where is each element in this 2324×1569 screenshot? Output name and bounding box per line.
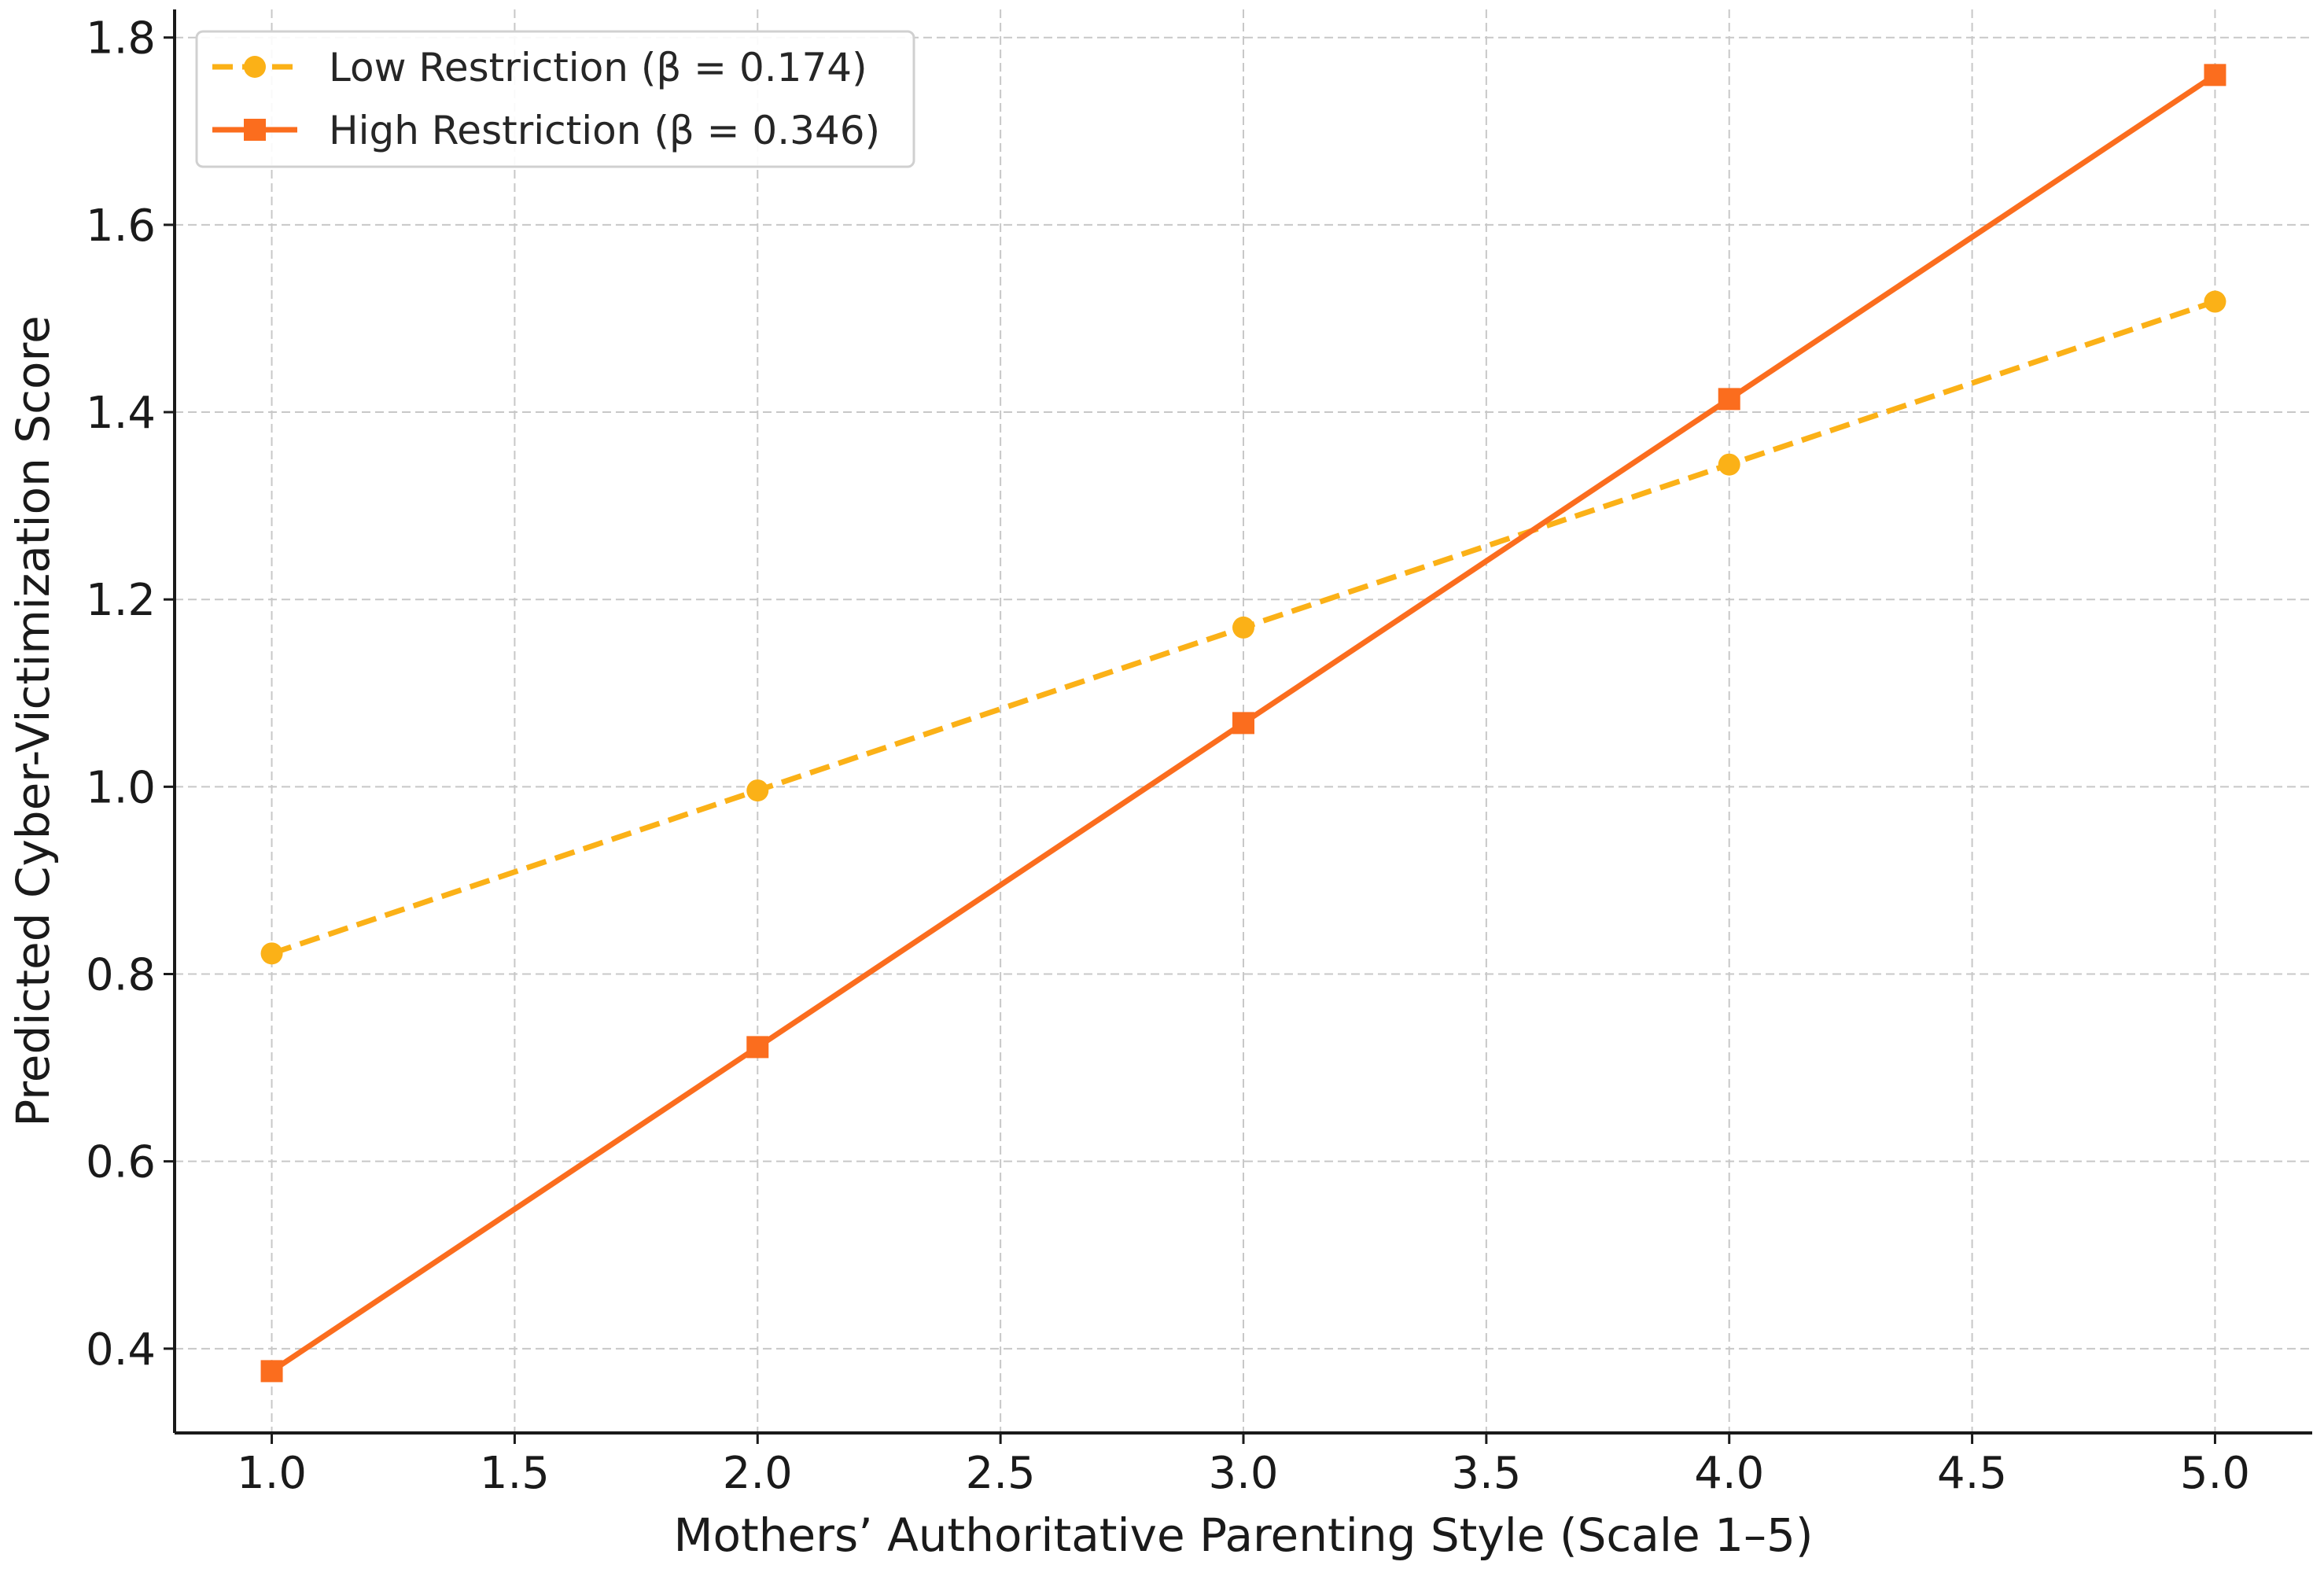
x-tick-label-5: 3.5 (1451, 1448, 1521, 1499)
x-tick-label-3: 2.5 (966, 1448, 1036, 1499)
legend-marker-1 (244, 119, 266, 141)
x-tick-label-2: 2.0 (723, 1448, 793, 1499)
legend-label-1: High Restriction (β = 0.346) (329, 108, 880, 153)
data-point-0-2 (1232, 616, 1254, 639)
y-tick-label-1: 0.6 (86, 1137, 156, 1188)
series-layer (260, 64, 2226, 1383)
legend: Low Restriction (β = 0.174) High Restrict… (195, 30, 915, 168)
x-tick-label-8: 5.0 (2180, 1448, 2250, 1499)
y-tick-label-6: 1.6 (86, 201, 156, 252)
legend-marker-0 (244, 56, 266, 78)
legend-label-0: Low Restriction (β = 0.174) (329, 45, 867, 90)
x-axis-label: Mothers’ Authoritative Parenting Style (… (673, 1508, 1813, 1562)
data-point-0-4 (2204, 290, 2226, 313)
x-tick-label-7: 4.5 (1937, 1448, 2007, 1499)
y-tick-label-2: 0.8 (86, 950, 156, 1001)
y-axis-ticks: 0.4 0.6 0.8 1.0 1.2 1.4 1.6 1.8 (86, 13, 175, 1376)
series-1 (260, 64, 2226, 1383)
legend-item-0: Low Restriction (β = 0.174) (212, 45, 867, 90)
y-tick-label-4: 1.2 (86, 575, 156, 626)
data-point-1-3 (1718, 388, 1740, 411)
y-tick-label-7: 1.8 (86, 13, 156, 64)
x-axis-ticks: 1.0 1.5 2.0 2.5 3.0 3.5 4.0 4.5 5.0 (237, 1433, 2250, 1499)
y-tick-label-3: 1.0 (86, 762, 156, 813)
data-point-0-3 (1718, 453, 1740, 476)
x-tick-label-4: 3.0 (1208, 1448, 1278, 1499)
legend-item-1: High Restriction (β = 0.346) (212, 108, 880, 153)
data-point-1-1 (746, 1036, 769, 1059)
y-tick-label-0: 0.4 (86, 1324, 156, 1376)
series-0 (260, 290, 2226, 965)
x-tick-label-6: 4.0 (1694, 1448, 1764, 1499)
data-point-1-2 (1232, 712, 1254, 735)
y-tick-label-5: 1.4 (86, 388, 156, 439)
grid-lines (175, 9, 2312, 1433)
data-point-1-0 (260, 1360, 283, 1383)
x-tick-label-0: 1.0 (237, 1448, 307, 1499)
data-point-0-0 (260, 942, 283, 965)
data-point-1-4 (2204, 64, 2226, 87)
x-tick-label-1: 1.5 (480, 1448, 550, 1499)
y-axis-label: Predicted Cyber-Victimization Score (6, 315, 60, 1127)
legend-frame (195, 30, 915, 168)
data-point-0-1 (746, 779, 769, 802)
